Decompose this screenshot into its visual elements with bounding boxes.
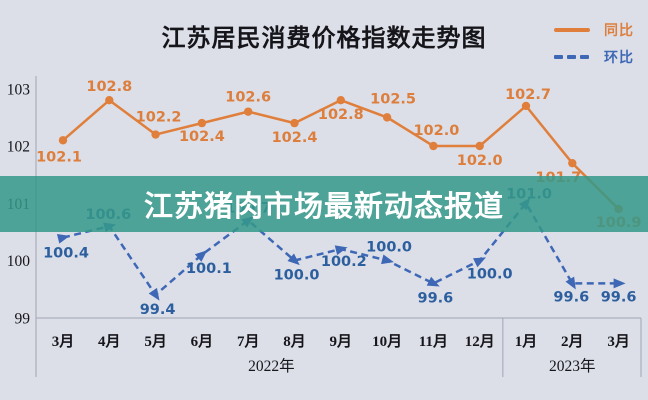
data-point-marker (197, 118, 207, 128)
y-tick-label: 102 (7, 139, 30, 156)
data-point-marker (194, 250, 208, 262)
data-point-marker (58, 136, 68, 145)
x-tick-label: 7月 (237, 333, 260, 350)
legend-label-yoy: 同比 (604, 22, 634, 38)
x-tick-label: 9月 (330, 333, 353, 350)
data-point-marker (105, 96, 114, 105)
y-tick-label: 99 (15, 310, 31, 327)
data-label: 100.0 (366, 240, 412, 256)
data-label: 100.4 (43, 246, 89, 262)
data-label: 102.6 (225, 90, 271, 106)
data-label: 100.1 (186, 261, 232, 277)
data-point-marker (381, 254, 394, 265)
data-point-marker (521, 101, 531, 111)
x-tick-label: 4月 (98, 333, 121, 350)
news-banner-overlay: 江苏猪肉市场最新动态报道 (0, 176, 648, 232)
data-point-marker (148, 287, 160, 301)
x-tick-label: 2月 (561, 333, 584, 350)
solid-line-swatch (554, 28, 590, 32)
data-label: 102.8 (86, 79, 132, 95)
legend-item-yoy: 同比 (554, 20, 634, 40)
data-label: 102.8 (318, 107, 364, 123)
data-point-marker (382, 113, 392, 122)
data-label: 102.0 (457, 153, 503, 169)
data-label: 100.0 (274, 268, 320, 284)
x-tick-label: 3月 (52, 333, 75, 350)
legend-label-mom: 环比 (604, 49, 634, 65)
x-tick-label: 1月 (515, 333, 538, 350)
x-tick-label: 5月 (144, 333, 167, 350)
data-label: 100.0 (467, 267, 513, 283)
data-point-marker (475, 141, 484, 151)
legend: 同比 环比 (554, 20, 634, 67)
data-label: 102.1 (36, 149, 82, 165)
data-label: 102.4 (179, 129, 225, 145)
data-point-marker (565, 276, 576, 290)
data-label: 102.5 (370, 91, 416, 107)
x-tick-label: 6月 (191, 333, 214, 350)
data-label: 99.6 (601, 289, 637, 305)
data-label: 102.7 (505, 87, 551, 103)
year-label: 2023年 (549, 357, 596, 375)
x-tick-label: 12月 (465, 333, 495, 350)
news-banner-text: 江苏猪肉市场最新动态报道 (143, 189, 504, 223)
x-tick-label: 3月 (607, 333, 630, 350)
data-point-marker (336, 96, 345, 105)
data-point-marker (334, 245, 348, 256)
data-point-marker (56, 233, 70, 244)
data-label: 102.0 (413, 123, 459, 139)
x-tick-label: 10月 (372, 333, 402, 350)
x-tick-label: 8月 (283, 333, 306, 350)
data-label: 99.6 (418, 290, 454, 306)
data-point-marker (613, 278, 626, 289)
data-point-marker (568, 158, 577, 168)
dashed-line-swatch (554, 55, 590, 59)
data-point-marker (429, 141, 438, 151)
legend-item-mom: 环比 (554, 47, 634, 67)
data-point-marker (473, 257, 486, 268)
data-label: 99.4 (140, 302, 176, 318)
data-point-marker (287, 253, 300, 266)
data-point-marker (290, 118, 299, 128)
data-label: 102.4 (272, 130, 318, 146)
data-label: 99.6 (553, 289, 589, 305)
data-label: 102.2 (136, 110, 182, 126)
data-point-marker (151, 130, 160, 139)
data-label: 100.2 (321, 254, 367, 270)
y-tick-label: 100 (7, 253, 31, 270)
y-tick-label: 103 (7, 81, 31, 98)
year-label: 2022年 (248, 357, 295, 375)
x-tick-label: 11月 (419, 333, 448, 350)
data-point-marker (244, 107, 253, 116)
data-point-marker (426, 276, 440, 287)
chart-title: 江苏居民消费价格指数走势图 (161, 26, 487, 52)
